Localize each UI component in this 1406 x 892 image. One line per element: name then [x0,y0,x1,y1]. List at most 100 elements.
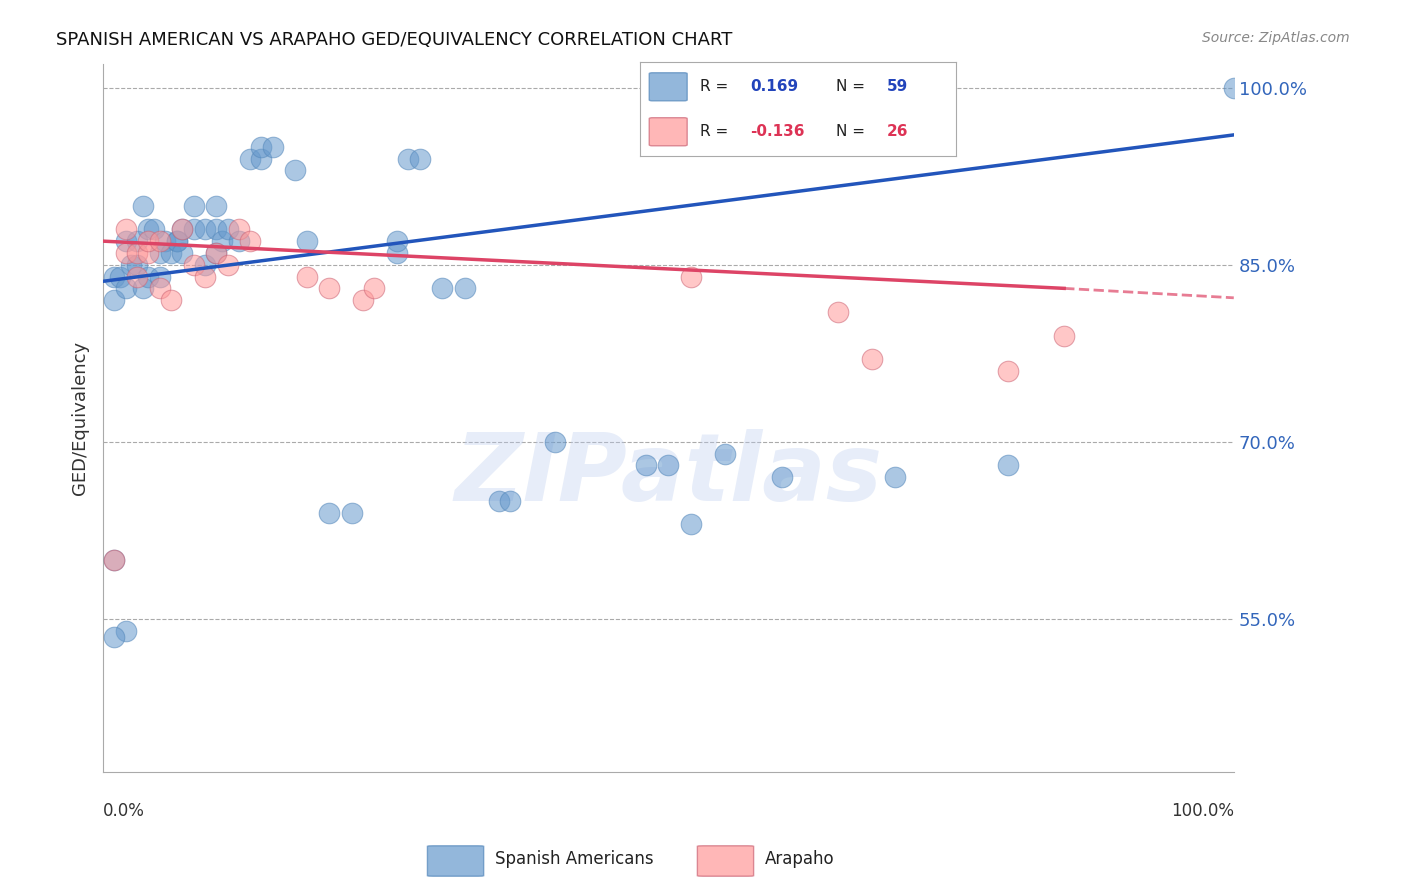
Point [284,163,307,178]
Point [396,152,419,166]
Point [155,234,177,248]
Point [114,624,136,638]
Point [183,222,205,236]
Point [194,222,217,236]
FancyBboxPatch shape [427,846,484,876]
Text: Spanish Americans: Spanish Americans [495,849,654,868]
FancyBboxPatch shape [650,118,688,145]
Point [143,222,166,236]
Point [409,152,432,166]
FancyBboxPatch shape [650,73,688,101]
Point [883,470,905,484]
Point [250,139,273,153]
Point [103,269,125,284]
Point [205,246,228,260]
Point [1223,80,1246,95]
Point [114,246,136,260]
Point [250,152,273,166]
Point [194,269,217,284]
Point [217,222,239,236]
Point [160,293,183,308]
Text: R =: R = [700,124,728,139]
Point [172,222,194,236]
Point [295,234,318,248]
Point [125,246,148,260]
Point [352,293,374,308]
Point [114,222,136,236]
Point [166,234,188,248]
Point [120,258,142,272]
Point [131,199,153,213]
Text: ZIPatlas: ZIPatlas [454,429,883,521]
Text: Arapaho: Arapaho [765,849,835,868]
Text: SPANISH AMERICAN VS ARAPAHO GED/EQUIVALENCY CORRELATION CHART: SPANISH AMERICAN VS ARAPAHO GED/EQUIVALE… [56,31,733,49]
Point [454,281,477,295]
Text: 100.0%: 100.0% [1171,802,1234,820]
Point [149,246,172,260]
Point [205,246,228,260]
Text: 26: 26 [887,124,908,139]
Point [228,222,250,236]
Point [318,506,340,520]
Text: Source: ZipAtlas.com: Source: ZipAtlas.com [1202,31,1350,45]
Point [172,222,194,236]
Point [108,269,131,284]
Point [205,222,228,236]
Point [239,234,262,248]
Point [997,458,1019,473]
Point [103,553,125,567]
Point [714,447,737,461]
Point [149,281,172,295]
Text: -0.136: -0.136 [751,124,806,139]
FancyBboxPatch shape [697,846,754,876]
Point [160,246,183,260]
Point [997,364,1019,378]
Point [217,258,239,272]
Point [239,152,262,166]
Point [149,269,172,284]
Point [149,234,172,248]
Point [125,269,148,284]
Point [544,434,567,449]
Point [103,553,125,567]
Point [228,234,250,248]
Point [103,630,125,644]
Point [860,352,883,367]
Point [1053,328,1076,343]
Point [318,281,340,295]
Text: 0.0%: 0.0% [103,802,145,820]
Point [114,234,136,248]
Point [432,281,454,295]
Text: N =: N = [835,124,865,139]
Point [183,258,205,272]
Point [138,269,160,284]
Y-axis label: GED/Equivalency: GED/Equivalency [72,341,89,495]
Text: R =: R = [700,78,728,94]
Point [183,199,205,213]
Point [103,293,125,308]
Point [166,234,188,248]
Point [827,305,849,319]
Point [634,458,657,473]
Point [385,234,408,248]
Text: N =: N = [835,78,865,94]
Point [125,234,148,248]
Point [138,222,160,236]
Point [125,258,148,272]
Point [770,470,793,484]
Point [499,494,522,508]
Point [262,139,284,153]
Point [138,234,160,248]
Point [657,458,679,473]
Point [131,281,153,295]
Point [211,234,233,248]
Point [114,281,136,295]
Text: 0.169: 0.169 [751,78,799,94]
Point [488,494,510,508]
Point [385,246,408,260]
Point [363,281,385,295]
Point [681,269,703,284]
Point [138,246,160,260]
Point [295,269,318,284]
Point [194,258,217,272]
